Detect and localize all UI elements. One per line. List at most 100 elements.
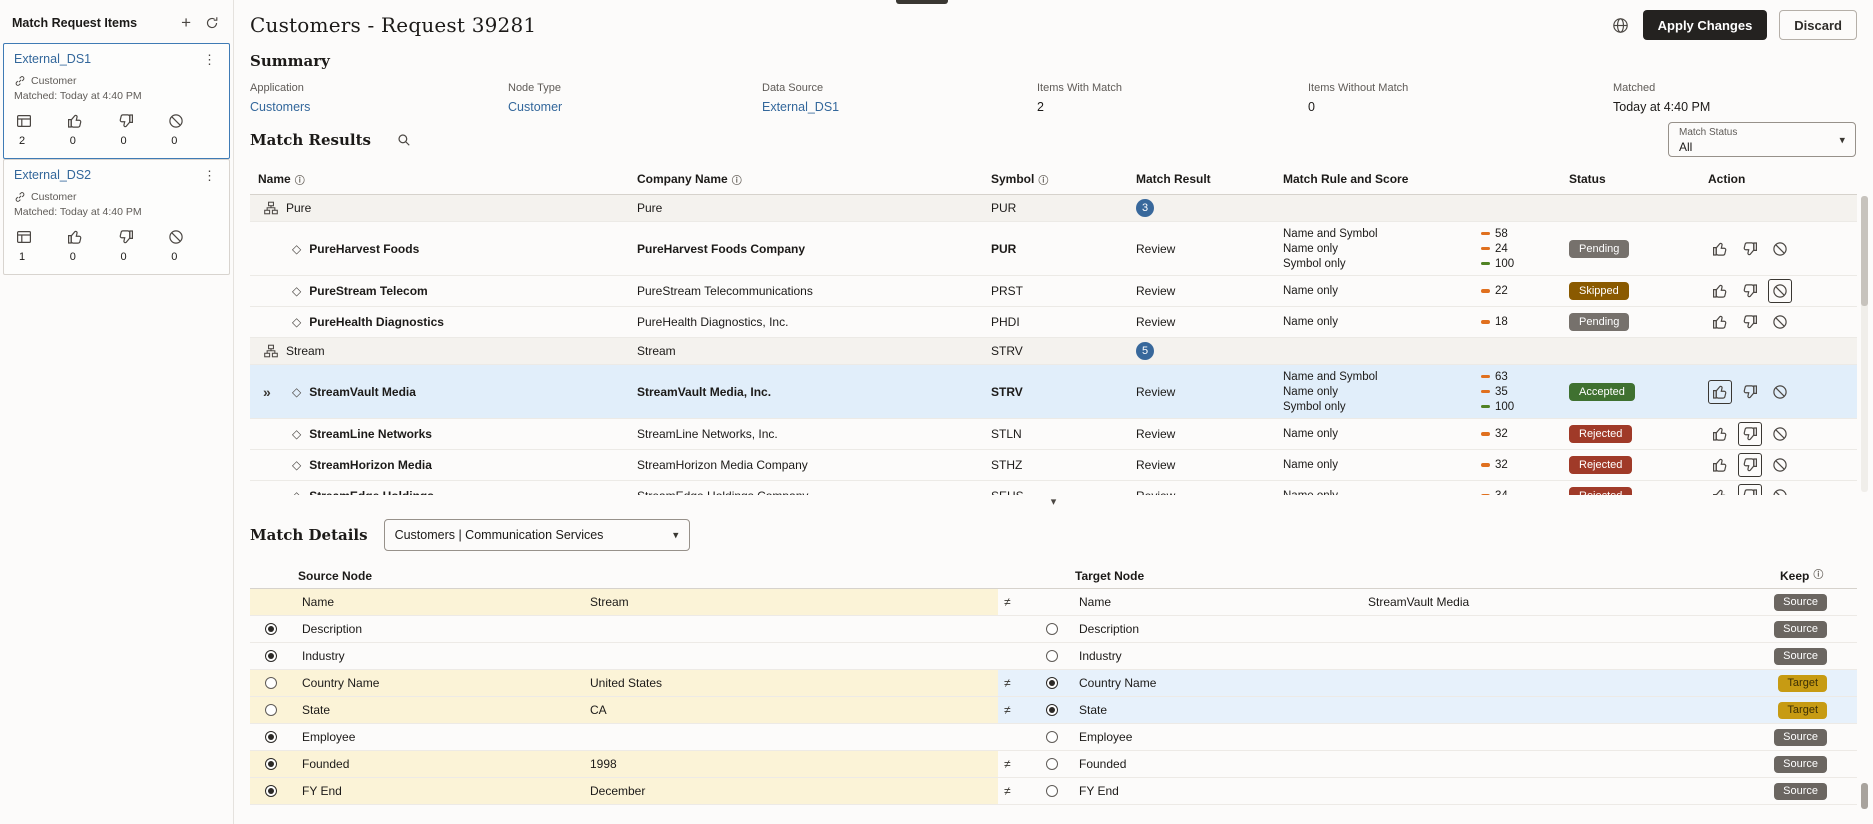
- refresh-icon[interactable]: [203, 14, 221, 32]
- group-name: Stream: [286, 344, 325, 358]
- target-radio[interactable]: [1046, 758, 1058, 770]
- request-item-card-external-ds1[interactable]: External_DS1 ⋮ Customer Matched: Today a…: [3, 43, 230, 159]
- reject-thumb-down-icon[interactable]: [1738, 237, 1762, 261]
- accept-thumb-up-icon[interactable]: [1708, 310, 1732, 334]
- detail-row-description[interactable]: Description Description Source: [250, 616, 1857, 643]
- match-row-streamhorizon[interactable]: ◇ StreamHorizon Media StreamHorizon Media…: [250, 450, 1857, 481]
- exclude-block-icon[interactable]: [1768, 484, 1792, 495]
- match-name: PureHarvest Foods: [309, 241, 420, 256]
- target-radio[interactable]: [1046, 623, 1058, 635]
- detail-row-founded[interactable]: Founded 1998 ≠ Founded Source: [250, 751, 1857, 778]
- company-cell: Stream: [637, 344, 676, 358]
- match-row-purehealth[interactable]: ◇ PureHealth Diagnostics PureHealth Diagn…: [250, 307, 1857, 338]
- detail-row-state[interactable]: State CA ≠ State Target: [250, 697, 1857, 724]
- company-cell: StreamHorizon Media Company: [637, 458, 808, 472]
- exclude-block-icon[interactable]: [1768, 279, 1792, 303]
- source-radio[interactable]: [265, 785, 277, 797]
- source-value: Stream: [590, 595, 629, 609]
- source-value: United States: [590, 676, 663, 690]
- source-radio[interactable]: [265, 623, 277, 635]
- accept-thumb-up-icon[interactable]: [1708, 484, 1732, 495]
- add-icon[interactable]: +: [179, 12, 193, 33]
- target-value: StreamVault Media: [1368, 595, 1470, 609]
- target-radio[interactable]: [1046, 704, 1058, 716]
- accept-thumb-up-icon[interactable]: [1708, 279, 1732, 303]
- exclude-block-icon[interactable]: [1768, 422, 1792, 446]
- exclude-block-icon[interactable]: [1768, 380, 1792, 404]
- accept-thumb-up-icon[interactable]: [1708, 237, 1732, 261]
- target-radio[interactable]: [1046, 677, 1058, 689]
- detail-row-name[interactable]: Name Stream ≠ Name StreamVault Media Sou…: [250, 589, 1857, 616]
- source-radio[interactable]: [265, 731, 277, 743]
- detail-row-industry[interactable]: Industry Industry Source: [250, 643, 1857, 670]
- detail-row-fy-end[interactable]: FY End December ≠ FY End Source: [250, 778, 1857, 805]
- discard-button[interactable]: Discard: [1779, 10, 1857, 40]
- scrollbar-thumb[interactable]: [1861, 196, 1868, 306]
- target-radio[interactable]: [1046, 785, 1058, 797]
- data-source-link[interactable]: External_DS1: [762, 100, 840, 114]
- rule-score-cell: Name and Symbol 58 Name only 24 Symbol onl…: [1283, 227, 1515, 270]
- match-row-pureharvest[interactable]: ◇ PureHarvest Foods PureHarvest Foods Com…: [250, 222, 1857, 276]
- keep-badge: Source: [1774, 620, 1827, 638]
- col-rule-score: Match Rule and Score: [1283, 172, 1409, 186]
- match-row-clipped[interactable]: ◇ StreamEdge Holdings StreamEdge Holdings…: [250, 481, 1857, 495]
- items-count: 1: [19, 251, 26, 263]
- accept-thumb-up-icon[interactable]: [1708, 422, 1732, 446]
- match-item-icon: ◇: [292, 427, 302, 441]
- exclude-block-icon[interactable]: [1768, 310, 1792, 334]
- match-count-badge: 3: [1136, 199, 1154, 217]
- reject-thumb-down-icon[interactable]: [1738, 484, 1762, 495]
- detail-row-country-name[interactable]: Country Name United States ≠ Country Nam…: [250, 670, 1857, 697]
- target-radio[interactable]: [1046, 650, 1058, 662]
- match-row-purestream[interactable]: ◇ PureStream Telecom PureStream Telecommu…: [250, 276, 1857, 307]
- rule-score-cell: Name and Symbol 63 Name only 35 Symbol onl…: [1283, 370, 1515, 413]
- match-item-icon: ◇: [292, 489, 301, 495]
- application-link[interactable]: Customers: [250, 100, 311, 114]
- match-status-filter[interactable]: Match Status All ▾: [1668, 122, 1856, 157]
- node-type-link[interactable]: Customer: [508, 100, 563, 114]
- reject-thumb-down-icon[interactable]: [1738, 279, 1762, 303]
- score-dot: [1481, 463, 1490, 467]
- card-menu-icon[interactable]: ⋮: [203, 168, 216, 183]
- expand-chevrons-icon[interactable]: »: [263, 383, 271, 400]
- sidebar-title: Match Request Items: [12, 15, 138, 30]
- table-scrollbar[interactable]: [1861, 196, 1868, 492]
- request-item-card-external-ds2[interactable]: External_DS2 ⋮ Customer Matched: Today a…: [3, 159, 230, 275]
- scroll-down-chevron-icon[interactable]: ▾: [1050, 496, 1057, 508]
- apply-changes-button[interactable]: Apply Changes: [1642, 10, 1768, 40]
- field-label: Items With Match: [1037, 82, 1122, 94]
- accept-thumb-up-icon[interactable]: [1708, 453, 1732, 477]
- card-menu-icon[interactable]: ⋮: [203, 52, 216, 67]
- reject-thumb-down-icon[interactable]: [1738, 380, 1762, 404]
- block-icon: [168, 229, 184, 245]
- col-status: Status: [1569, 172, 1606, 186]
- accept-thumb-up-icon[interactable]: [1708, 379, 1732, 404]
- group-row-pure[interactable]: Pure Pure PUR 3: [250, 195, 1857, 222]
- reject-thumb-down-icon[interactable]: [1738, 310, 1762, 334]
- match-row-streamline[interactable]: ◇ StreamLine Networks StreamLine Networks…: [250, 419, 1857, 450]
- reject-thumb-down-icon[interactable]: [1738, 422, 1762, 446]
- detail-row-employee[interactable]: Employee Employee Source: [250, 724, 1857, 751]
- search-icon[interactable]: [395, 131, 413, 149]
- keep-badge: Source: [1774, 647, 1827, 665]
- card-title-link[interactable]: External_DS1: [14, 52, 92, 66]
- source-radio[interactable]: [265, 758, 277, 770]
- match-result-cell: Review: [1136, 315, 1176, 329]
- card-title-link[interactable]: External_DS2: [14, 168, 92, 182]
- not-equal-icon: ≠: [1004, 784, 1011, 798]
- source-radio[interactable]: [265, 704, 277, 716]
- source-radio[interactable]: [265, 677, 277, 689]
- globe-icon[interactable]: [1610, 15, 1631, 36]
- company-cell: Pure: [637, 201, 663, 215]
- source-radio[interactable]: [265, 650, 277, 662]
- match-row-streamvault-selected[interactable]: » ◇ StreamVault Media StreamVault Media, I…: [250, 365, 1857, 419]
- details-scrollbar-thumb[interactable]: [1861, 783, 1868, 809]
- group-row-stream[interactable]: Stream Stream STRV 5: [250, 338, 1857, 365]
- exclude-block-icon[interactable]: [1768, 453, 1792, 477]
- target-radio[interactable]: [1046, 731, 1058, 743]
- window-drag-handle: [896, 0, 948, 4]
- reject-thumb-down-icon[interactable]: [1738, 453, 1762, 477]
- match-details-selector[interactable]: Customers | Communication Services ▾: [383, 519, 690, 551]
- exclude-block-icon[interactable]: [1768, 237, 1792, 261]
- rejected-count: 0: [120, 251, 127, 263]
